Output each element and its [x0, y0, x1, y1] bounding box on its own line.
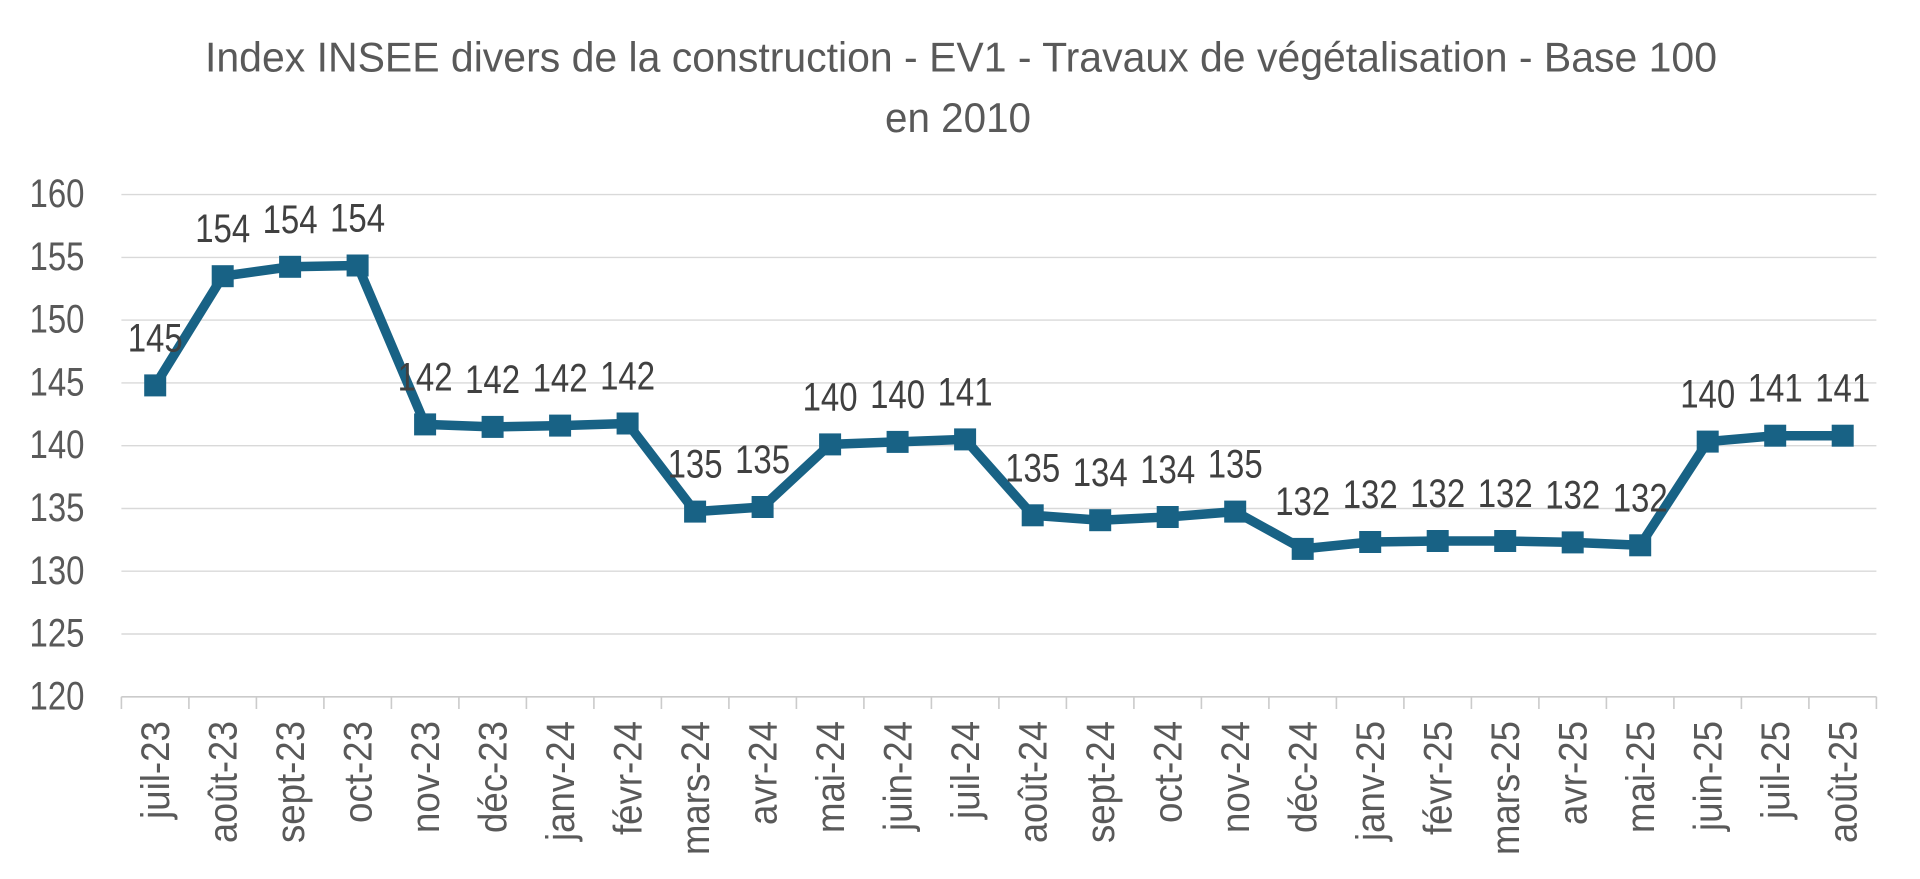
- svg-text:140: 140: [1680, 373, 1735, 417]
- svg-text:134: 134: [1140, 448, 1195, 492]
- svg-text:juin-25: juin-25: [1687, 721, 1731, 832]
- svg-text:déc-24: déc-24: [1282, 721, 1326, 833]
- svg-text:140: 140: [870, 373, 925, 417]
- svg-text:125: 125: [30, 612, 85, 656]
- svg-text:142: 142: [398, 355, 453, 399]
- svg-text:132: 132: [1410, 472, 1465, 516]
- svg-text:mars-25: mars-25: [1484, 721, 1528, 855]
- svg-text:Index INSEE divers de la const: Index INSEE divers de la construction - …: [205, 34, 1717, 81]
- svg-text:avr-25: avr-25: [1552, 721, 1596, 825]
- svg-text:135: 135: [30, 486, 85, 530]
- svg-text:août-24: août-24: [1012, 721, 1056, 843]
- svg-text:sept-24: sept-24: [1079, 721, 1123, 843]
- svg-text:142: 142: [600, 355, 655, 399]
- svg-text:120: 120: [30, 674, 85, 718]
- svg-text:déc-23: déc-23: [472, 721, 516, 833]
- svg-text:févr-24: févr-24: [607, 721, 651, 835]
- svg-text:oct-24: oct-24: [1147, 721, 1191, 823]
- svg-text:134: 134: [1073, 451, 1128, 495]
- svg-text:janv-25: janv-25: [1349, 721, 1393, 842]
- svg-text:135: 135: [1005, 446, 1060, 490]
- svg-text:132: 132: [1613, 476, 1668, 520]
- svg-text:160: 160: [30, 172, 85, 216]
- svg-text:sept-23: sept-23: [269, 721, 313, 843]
- svg-text:nov-23: nov-23: [404, 721, 448, 833]
- svg-text:130: 130: [30, 549, 85, 593]
- svg-text:févr-25: févr-25: [1417, 721, 1461, 835]
- svg-text:155: 155: [30, 235, 85, 279]
- svg-text:août-23: août-23: [202, 721, 246, 843]
- svg-text:154: 154: [330, 197, 385, 241]
- svg-text:oct-23: oct-23: [337, 721, 381, 823]
- svg-text:150: 150: [30, 298, 85, 342]
- svg-text:mai-24: mai-24: [809, 721, 853, 833]
- svg-text:141: 141: [938, 370, 993, 414]
- svg-text:en 2010: en 2010: [885, 94, 1031, 141]
- svg-text:juil-23: juil-23: [134, 721, 178, 820]
- svg-text:141: 141: [1748, 367, 1803, 411]
- svg-text:avr-24: avr-24: [742, 721, 786, 825]
- svg-text:juil-25: juil-25: [1754, 721, 1798, 820]
- svg-text:135: 135: [735, 438, 790, 482]
- svg-text:132: 132: [1343, 473, 1398, 517]
- svg-text:juin-24: juin-24: [877, 721, 921, 832]
- svg-text:142: 142: [533, 357, 588, 401]
- svg-text:145: 145: [30, 360, 85, 404]
- svg-text:154: 154: [195, 207, 250, 251]
- svg-text:août-25: août-25: [1822, 721, 1866, 843]
- svg-text:145: 145: [128, 316, 183, 360]
- svg-text:142: 142: [465, 358, 520, 402]
- svg-text:135: 135: [1208, 443, 1263, 487]
- svg-text:140: 140: [30, 423, 85, 467]
- svg-text:juil-24: juil-24: [944, 721, 988, 820]
- svg-text:135: 135: [668, 443, 723, 487]
- svg-text:132: 132: [1478, 472, 1533, 516]
- svg-text:nov-24: nov-24: [1214, 721, 1258, 833]
- svg-text:154: 154: [263, 198, 318, 242]
- svg-text:mars-24: mars-24: [674, 721, 718, 855]
- svg-text:132: 132: [1275, 480, 1330, 524]
- svg-text:140: 140: [803, 375, 858, 419]
- svg-text:141: 141: [1815, 367, 1870, 411]
- svg-text:132: 132: [1545, 473, 1600, 517]
- svg-text:mai-25: mai-25: [1619, 721, 1663, 833]
- svg-text:janv-24: janv-24: [539, 721, 583, 842]
